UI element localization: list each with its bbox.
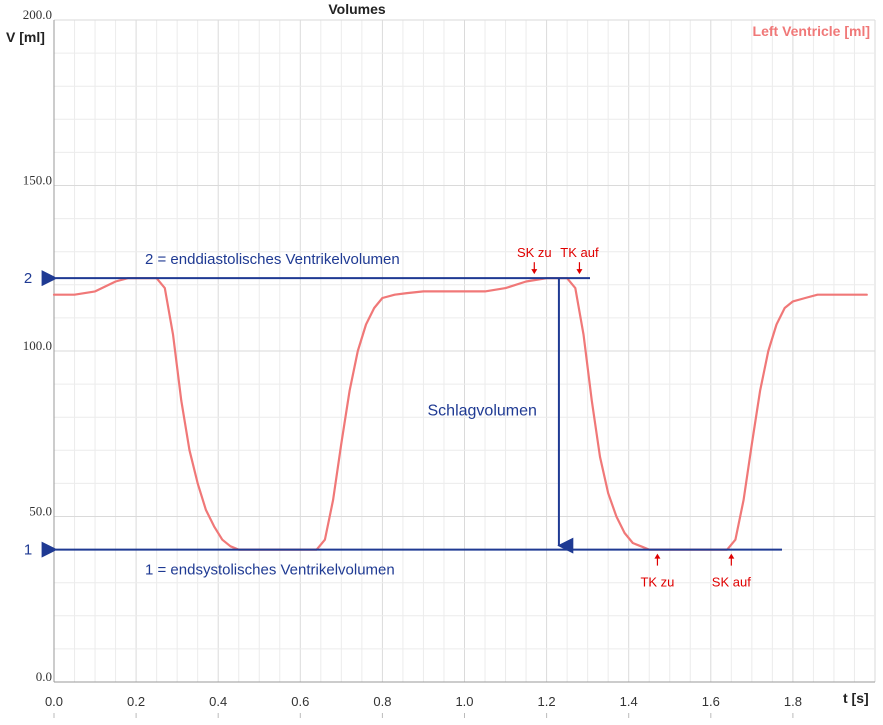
x-tick-label: 1.6: [702, 694, 720, 709]
sk-auf-arrow-head: [728, 553, 735, 559]
edv-number: 2: [24, 270, 32, 287]
y-tick-label: 100.0: [23, 338, 52, 353]
stroke-volume-label: Schlagvolumen: [428, 403, 537, 420]
tk-auf-label: TK auf: [560, 245, 599, 260]
x-tick-label: 0.8: [373, 694, 391, 709]
x-tick-label: 1.8: [784, 694, 802, 709]
y-axis-label: V [ml]: [6, 29, 45, 45]
axes: [53, 20, 875, 683]
legend-series-label: Left Ventricle [ml]: [753, 23, 870, 39]
x-tick-label: 1.0: [455, 694, 473, 709]
grid: [53, 19, 876, 683]
x-tick-labels: 0.0 0.2 0.4 0.6 0.8 1.0 1.2 1.4 1.6 1.8: [45, 694, 802, 718]
sk-zu-label: SK zu: [517, 245, 552, 260]
sk-zu-arrow-head: [531, 269, 538, 275]
tk-zu-arrow-head: [654, 553, 661, 559]
series-line: [52, 277, 868, 551]
y-tick-label: 0.0: [36, 669, 52, 684]
tk-auf-arrow-head: [576, 269, 583, 275]
x-tick-label: 0.6: [291, 694, 309, 709]
x-tick-label: 0.0: [45, 694, 63, 709]
x-tick-label: 1.2: [538, 694, 556, 709]
x-tick-label: 0.2: [127, 694, 145, 709]
y-tick-label: 200.0: [23, 7, 52, 22]
edv-label: 2 = enddiastolisches Ventrikelvolumen: [145, 251, 400, 268]
x-axis-label: t [s]: [843, 690, 869, 706]
sk-auf-label: SK auf: [712, 575, 751, 590]
esv-label: 1 = endsystolisches Ventrikelvolumen: [145, 562, 395, 579]
chart-title: Volumes: [328, 1, 386, 17]
esv-number: 1: [24, 542, 32, 559]
y-tick-label: 150.0: [23, 173, 52, 188]
y-tick-labels: 0.0 50.0 100.0 150.0 200.0: [23, 7, 52, 684]
y-tick-label: 50.0: [29, 504, 52, 519]
tk-zu-label: TK zu: [640, 575, 674, 590]
x-tick-label: 0.4: [209, 694, 227, 709]
x-tick-label: 1.4: [620, 694, 638, 709]
series-layer: [52, 277, 868, 551]
annotations: 2 2 = enddiastolisches Ventrikelvolumen 1 1…: [24, 245, 782, 590]
